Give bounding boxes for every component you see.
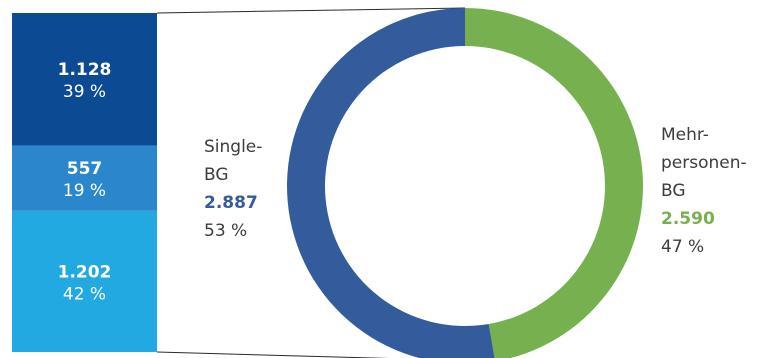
donut-slice-mehrpersonen-bg	[465, 8, 643, 358]
mehrpersonen-bg-label-line-1: Mehr-	[661, 125, 709, 145]
single-bg-label-line-2: BG	[204, 165, 229, 185]
donut-slice-single-bg	[287, 8, 495, 358]
connector-lines	[156, 7, 466, 358]
donut-chart	[287, 8, 643, 358]
mehrpersonen-bg-value-label: 2.590	[661, 209, 715, 229]
bar-value-label: 557	[67, 159, 103, 179]
mehrpersonen-bg-label-line-3: BG	[661, 181, 686, 201]
single-bg-label-line-1: Single-	[204, 137, 262, 157]
bar-segment-middle	[12, 145, 157, 211]
connector-line-top	[156, 7, 466, 14]
bar-segment-bottom	[12, 210, 157, 352]
bar-segment-top	[12, 13, 157, 146]
bar-value-label: 1.202	[58, 262, 112, 282]
bar-value-label: 1.128	[58, 60, 112, 80]
mehrpersonen-bg-label-line-2: personen-	[661, 153, 747, 173]
bar-percent-label: 19 %	[63, 181, 106, 201]
bar-percent-label: 39 %	[63, 82, 106, 102]
connector-line-bottom	[156, 351, 391, 358]
mehrpersonen-bg-percent-label: 47 %	[661, 237, 704, 257]
single-bg-percent-label: 53 %	[204, 221, 247, 241]
bar-percent-label: 42 %	[63, 284, 106, 304]
single-bg-value-label: 2.887	[204, 193, 258, 213]
